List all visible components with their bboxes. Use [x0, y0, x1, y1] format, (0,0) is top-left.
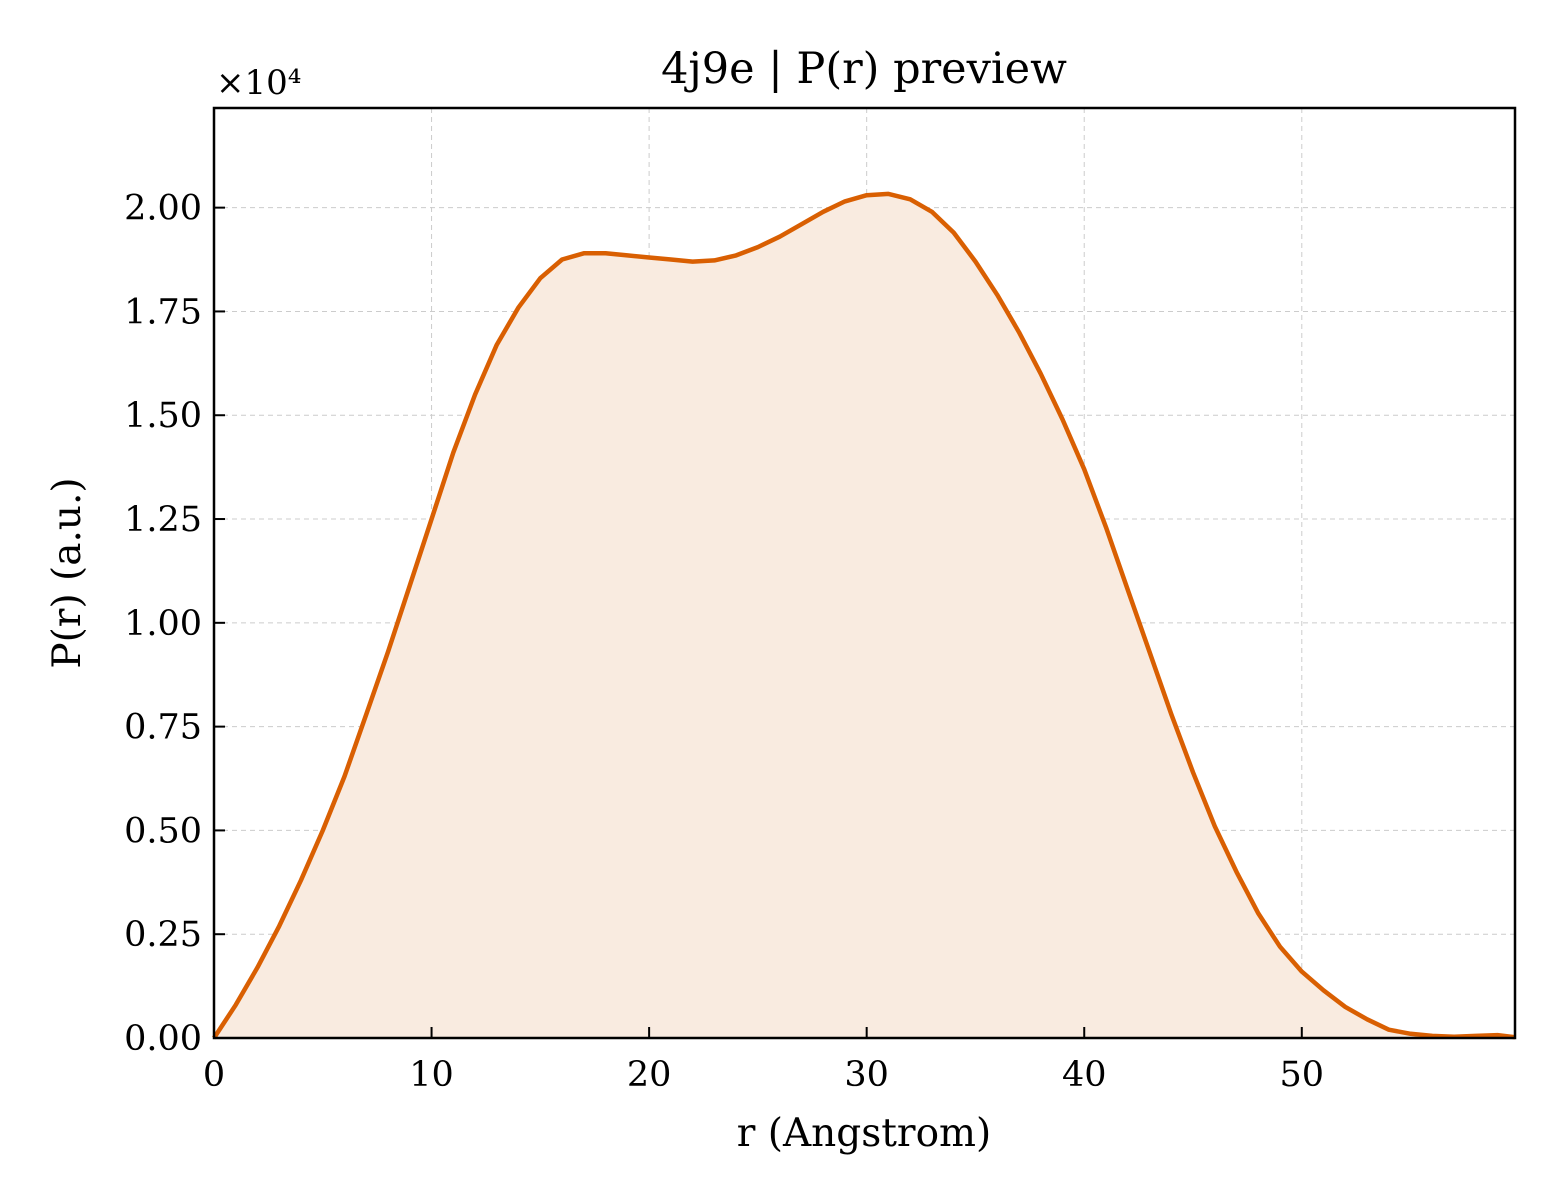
- plot-frame: [212, 106, 1517, 1040]
- chart-title: 4j9e | P(r) preview: [661, 44, 1067, 94]
- pr-series-line: [212, 191, 1516, 1040]
- x-tick-label: 30: [844, 1055, 889, 1095]
- y-tick-label: 2.00: [124, 189, 202, 229]
- x-ticks: 0 10 20 30 40 50: [203, 1027, 1324, 1095]
- x-tick-label: 10: [409, 1055, 454, 1095]
- pr-area-fill: [214, 193, 1515, 1038]
- y-tick-label: 0.25: [124, 915, 202, 955]
- x-axis-label: r (Angstrom): [737, 1111, 992, 1156]
- y-tick-label: 1.50: [124, 396, 202, 436]
- y-tick-label: 0.50: [124, 811, 202, 851]
- x-tick-label: 20: [627, 1055, 672, 1095]
- x-tick-label: 0: [203, 1055, 225, 1095]
- y-tick-label: 0.75: [124, 708, 202, 748]
- y-tick-label: 0.00: [124, 1019, 202, 1059]
- y-tick-label: 1.00: [124, 604, 202, 644]
- y-tick-label: 1.75: [124, 292, 202, 332]
- x-tick-label: 40: [1062, 1055, 1107, 1095]
- x-tick-label: 50: [1280, 1055, 1325, 1095]
- y-offset-label: ×10⁴: [216, 63, 301, 103]
- y-ticks: 0.00 0.25 0.50 0.75 1.00 1.25 1.50 1.75 2.00: [124, 189, 225, 1059]
- y-axis-label: P(r) (a.u.): [45, 477, 90, 668]
- y-tick-label: 1.25: [124, 500, 202, 540]
